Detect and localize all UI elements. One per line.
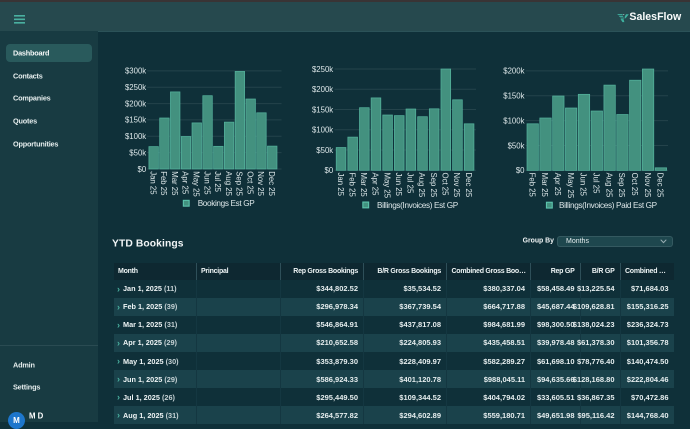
svg-text:Jan 25: Jan 25 <box>336 173 345 197</box>
svg-text:$150k: $150k <box>312 105 333 114</box>
svg-text:$250k: $250k <box>125 83 146 92</box>
svg-text:$200k: $200k <box>125 99 146 108</box>
svg-text:$150k: $150k <box>503 92 524 101</box>
svg-text:Sep 25: Sep 25 <box>617 173 626 198</box>
svg-text:$50k: $50k <box>316 146 333 155</box>
svg-text:$100k: $100k <box>312 126 333 135</box>
svg-text:Jun 25: Jun 25 <box>202 171 211 195</box>
svg-text:Apr 25: Apr 25 <box>181 171 190 195</box>
svg-text:Dec 25: Dec 25 <box>267 171 276 196</box>
svg-text:$100k: $100k <box>503 116 524 125</box>
svg-text:Mar 25: Mar 25 <box>540 173 549 198</box>
svg-text:Jun 25: Jun 25 <box>394 173 403 197</box>
svg-text:Jul 25: Jul 25 <box>406 173 415 194</box>
svg-text:Nov 25: Nov 25 <box>643 173 652 198</box>
svg-text:$50k: $50k <box>129 148 146 157</box>
svg-text:$100k: $100k <box>125 132 146 141</box>
svg-text:$0: $0 <box>516 166 525 175</box>
svg-text:Mar 25: Mar 25 <box>359 173 368 198</box>
svg-text:Bookings Est GP: Bookings Est GP <box>198 199 256 208</box>
svg-text:$200k: $200k <box>503 67 524 76</box>
svg-text:Aug 25: Aug 25 <box>224 171 233 196</box>
svg-text:Feb 25: Feb 25 <box>159 171 168 196</box>
svg-text:May 25: May 25 <box>382 173 391 199</box>
svg-text:Jun 25: Jun 25 <box>579 173 588 197</box>
svg-text:$300k: $300k <box>125 67 146 76</box>
svg-text:Dec 25: Dec 25 <box>656 173 665 198</box>
svg-text:Aug 25: Aug 25 <box>417 173 426 198</box>
svg-text:Jul 25: Jul 25 <box>213 171 222 192</box>
svg-text:Sep 25: Sep 25 <box>429 173 438 198</box>
svg-text:Oct 25: Oct 25 <box>630 173 639 197</box>
svg-text:May 25: May 25 <box>566 173 575 199</box>
svg-text:May 25: May 25 <box>191 171 200 197</box>
svg-text:Mar 25: Mar 25 <box>170 171 179 196</box>
svg-text:Sep 25: Sep 25 <box>235 171 244 196</box>
svg-text:Jul 25: Jul 25 <box>592 173 601 194</box>
svg-text:$150k: $150k <box>125 116 146 125</box>
svg-text:Feb 25: Feb 25 <box>527 173 536 198</box>
svg-text:$250k: $250k <box>312 65 333 74</box>
svg-text:Billings(Invoices) Paid Est GP: Billings(Invoices) Paid Est GP <box>559 201 658 210</box>
svg-text:Aug 25: Aug 25 <box>604 173 613 198</box>
svg-text:Billings(Invoices) Est GP: Billings(Invoices) Est GP <box>377 201 459 210</box>
svg-text:Apr 25: Apr 25 <box>553 173 562 197</box>
svg-text:Nov 25: Nov 25 <box>256 171 265 196</box>
svg-text:Apr 25: Apr 25 <box>371 173 380 197</box>
svg-text:$0: $0 <box>138 165 147 174</box>
svg-text:Feb 25: Feb 25 <box>347 173 356 198</box>
svg-text:Dec 25: Dec 25 <box>464 173 473 198</box>
svg-text:$200k: $200k <box>312 85 333 94</box>
svg-text:Oct 25: Oct 25 <box>245 171 254 195</box>
svg-text:Oct 25: Oct 25 <box>441 173 450 197</box>
svg-text:$50k: $50k <box>508 141 525 150</box>
svg-text:Jan 25: Jan 25 <box>148 171 157 195</box>
svg-text:Nov 25: Nov 25 <box>452 173 461 198</box>
svg-text:$0: $0 <box>325 166 334 175</box>
